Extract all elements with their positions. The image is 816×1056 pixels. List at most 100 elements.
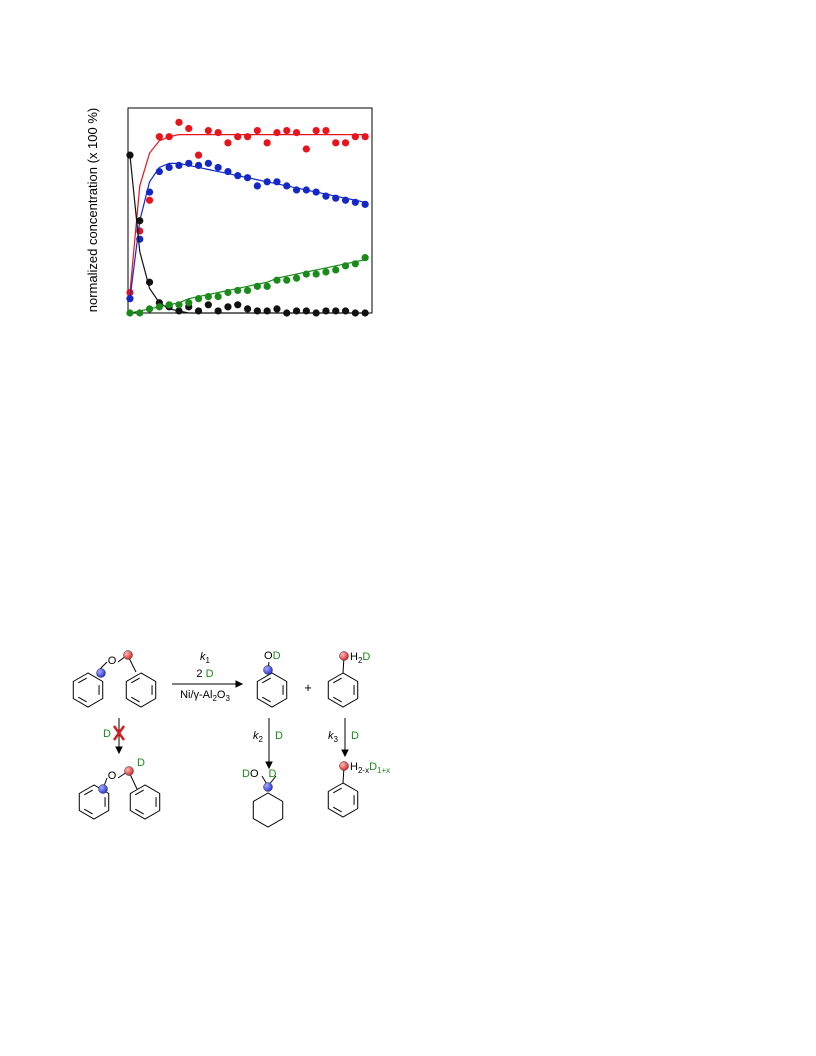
toluene-label: H2D [350,651,370,665]
data-point [312,126,320,135]
atom-label: O [108,770,117,782]
data-point [302,307,310,315]
data-point [361,309,369,317]
atom-d: D [369,761,377,773]
data-point [194,161,203,169]
data-point [253,126,261,135]
data-point [145,188,154,196]
reagent: 2 D [196,668,213,680]
atom-sphere [98,784,108,794]
reagent-d: D [206,668,214,680]
catalyst-sub: 3 [225,694,230,703]
data-point [234,301,242,309]
data-point [273,276,281,284]
data-point [194,151,203,159]
data-point [126,288,134,297]
data-point [283,182,291,190]
atom: O [250,768,259,780]
data-point [273,129,281,137]
fit-line [129,134,366,293]
data-point [273,305,281,313]
data-point [243,174,252,182]
catalyst: Ni/γ-Al2O3 [180,689,230,703]
atom-sphere [263,665,273,675]
atom-d: D [242,768,250,780]
data-point [361,254,369,262]
fit-line [129,162,366,299]
data-point [341,307,350,315]
arrowhead [235,680,244,688]
double-bond [84,789,93,796]
data-point [243,286,252,295]
data-point [155,133,163,141]
data-point [322,192,330,200]
data-point [204,126,212,135]
data-point [204,159,212,167]
data-point [155,167,163,176]
y-axis-label: normalized concentration (x 100 %) [85,108,100,313]
double-bond [262,696,271,703]
reagent-d: D [275,730,283,742]
ring [252,792,284,828]
rate-subscript: 1 [206,656,211,665]
data-point [312,309,320,317]
ring [129,784,161,820]
data-point [234,133,242,141]
data-point [224,139,232,147]
data-point [351,133,359,141]
catalyst-part: Ni/γ-Al [180,689,212,701]
atom-sphere [339,761,349,771]
data-point [126,151,134,159]
data-point [185,299,193,307]
data-point [273,178,281,186]
ring [256,672,288,708]
atom-sphere [263,782,273,792]
toluene-d-label: H2-xD1+x [350,761,390,775]
atom-sub: 1+x [377,766,390,775]
data-point [253,182,261,190]
data-point [292,129,301,137]
cross-mark [112,725,126,741]
atom-d: D [269,768,277,780]
atom: H [350,651,358,663]
data-point [136,235,144,243]
data-point [292,274,301,282]
double-bond [262,677,271,684]
arrowhead [115,746,123,755]
data-point [136,309,144,317]
data-point [263,282,271,290]
ring [125,672,157,708]
atom-sphere [96,668,106,678]
data-point [322,126,330,135]
data-point [302,145,310,153]
data-point [136,217,144,225]
double-bond [333,696,342,703]
data-point [194,295,203,303]
data-point [351,260,359,268]
data-point [312,188,320,196]
data-point [155,303,163,311]
data-point [332,266,340,274]
data-point [341,262,350,270]
data-point [263,139,271,147]
data-point [185,159,193,167]
arrowhead [341,749,349,758]
double-bond [135,789,144,796]
rate-k: k [328,730,334,742]
data-point [126,309,134,317]
rate-label: k3 [328,730,339,744]
atom-sub: 2-x [358,766,369,775]
data-point [145,196,154,204]
atom-d: D [137,757,145,769]
data-point [302,186,310,194]
bond [102,656,345,790]
atom: O [264,650,273,662]
rate-k: k [200,651,206,663]
data-point [234,286,242,295]
phenol-label: OD [264,650,281,662]
ring [327,672,359,708]
reagent-count: 2 [196,668,202,680]
data-point [126,295,134,303]
